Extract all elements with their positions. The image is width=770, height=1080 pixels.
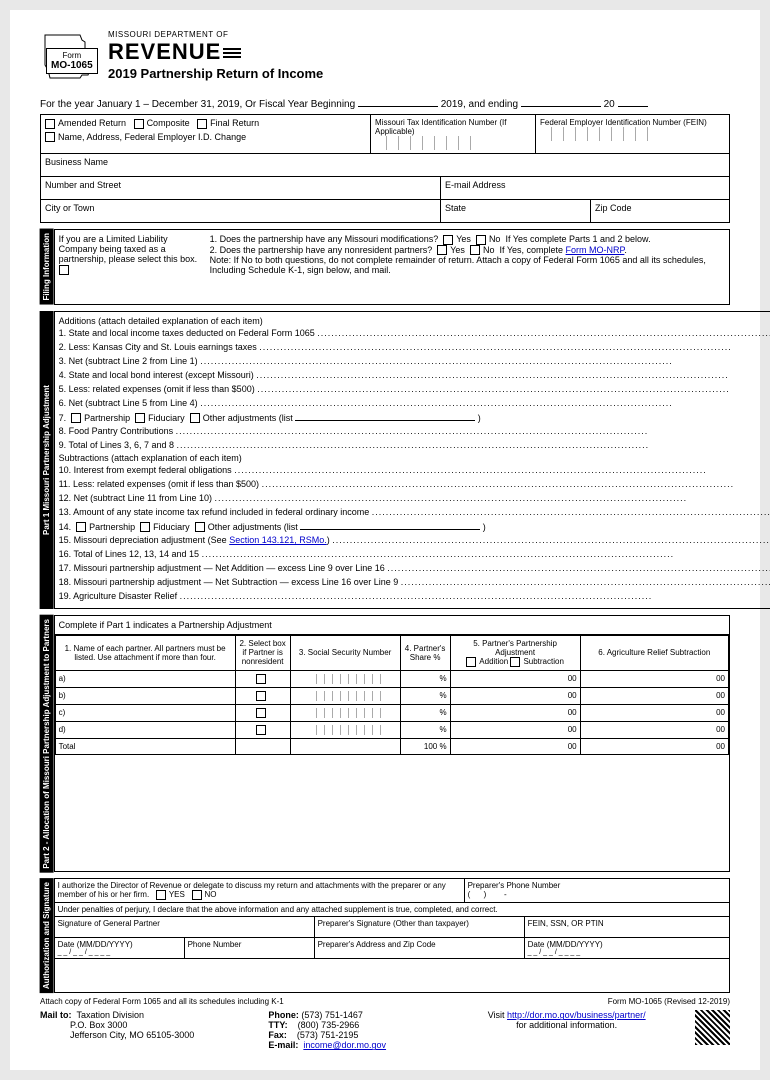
final-checkbox[interactable] bbox=[197, 119, 207, 129]
zip-input[interactable]: Zip Code bbox=[591, 200, 729, 222]
form-code-box: Form MO-1065 bbox=[46, 48, 98, 74]
fy-end-input[interactable] bbox=[521, 97, 601, 107]
sig-prep-input[interactable]: Preparer's Signature (Other than taxpaye… bbox=[315, 917, 525, 937]
partner-row-total: Total100 %0000 bbox=[55, 738, 728, 754]
dept-name: MISSOURI DEPARTMENT OF bbox=[108, 30, 730, 39]
footer: Mail to: Taxation Division P.O. Box 3000… bbox=[40, 1010, 730, 1050]
l7-other-checkbox[interactable] bbox=[190, 413, 200, 423]
mtid-input[interactable] bbox=[375, 136, 531, 150]
partner-row-b: b)%0000 bbox=[55, 687, 728, 704]
prep-phone-input[interactable]: ( ) - bbox=[468, 890, 726, 899]
part2-side-label: Part 2 - Allocation of Missouri Partners… bbox=[40, 615, 54, 873]
tax-form-page: Form MO-1065 MISSOURI DEPARTMENT OF REVE… bbox=[10, 10, 760, 1070]
l7-fiduciary-checkbox[interactable] bbox=[135, 413, 145, 423]
phone-input[interactable]: Phone Number bbox=[185, 938, 315, 958]
fy-begin-input[interactable] bbox=[358, 97, 438, 107]
nr-a-checkbox[interactable] bbox=[256, 674, 266, 684]
ptin-input[interactable]: FEIN, SSN, OR PTIN bbox=[525, 917, 729, 937]
identification-section: Amended Return Composite Final Return Na… bbox=[40, 114, 730, 223]
ssn-a-input[interactable] bbox=[294, 674, 397, 684]
q2-no-checkbox[interactable] bbox=[470, 245, 480, 255]
l14-other-checkbox[interactable] bbox=[195, 522, 205, 532]
ssn-d-input[interactable] bbox=[294, 725, 397, 735]
prep-addr-input[interactable]: Preparer's Address and Zip Code bbox=[315, 938, 525, 958]
rsmo-link[interactable]: Section 143.121, RSMo. bbox=[229, 535, 327, 545]
auth-no-checkbox[interactable] bbox=[192, 890, 202, 900]
ssn-c-input[interactable] bbox=[294, 708, 397, 718]
filing-side-label: Filing Information bbox=[40, 229, 54, 305]
street-input[interactable]: Number and Street bbox=[41, 177, 441, 199]
form-header: Form MO-1065 MISSOURI DEPARTMENT OF REVE… bbox=[40, 30, 730, 85]
nr-b-checkbox[interactable] bbox=[256, 691, 266, 701]
l14-fiduciary-checkbox[interactable] bbox=[140, 522, 150, 532]
date2-input[interactable]: Date (MM/DD/YYYY)_ _ / _ _ / _ _ _ _ bbox=[525, 938, 729, 958]
llc-checkbox[interactable] bbox=[59, 265, 69, 275]
nr-c-checkbox[interactable] bbox=[256, 708, 266, 718]
email-link[interactable]: income@dor.mo.gov bbox=[303, 1040, 386, 1050]
change-checkbox[interactable] bbox=[45, 132, 55, 142]
l7-partnership-checkbox[interactable] bbox=[71, 413, 81, 423]
missouri-outline-icon: Form MO-1065 bbox=[40, 30, 100, 85]
partner-row-c: c)%0000 bbox=[55, 704, 728, 721]
dor-link[interactable]: http://dor.mo.gov/business/partner/ bbox=[507, 1010, 646, 1020]
l14-other-input[interactable] bbox=[300, 520, 480, 530]
nr-d-checkbox[interactable] bbox=[256, 725, 266, 735]
state-input[interactable]: State bbox=[441, 200, 591, 222]
form-word: Form bbox=[51, 51, 93, 60]
partner-row-a: a)%0000 bbox=[55, 670, 728, 687]
auth-yes-checkbox[interactable] bbox=[156, 890, 166, 900]
form-code: MO-1065 bbox=[51, 60, 93, 71]
qr-code-icon bbox=[695, 1010, 730, 1045]
composite-checkbox[interactable] bbox=[134, 119, 144, 129]
title-block: MISSOURI DEPARTMENT OF REVENUE 2019 Part… bbox=[108, 30, 730, 81]
city-input[interactable]: City or Town bbox=[41, 200, 441, 222]
q2-yes-checkbox[interactable] bbox=[437, 245, 447, 255]
ssn-b-input[interactable] bbox=[294, 691, 397, 701]
business-name-input[interactable]: Business Name bbox=[41, 154, 729, 176]
form-title: 2019 Partnership Return of Income bbox=[108, 66, 730, 81]
filing-information-section: Filing Information If you are a Limited … bbox=[40, 229, 730, 305]
subtraction-checkbox[interactable] bbox=[510, 657, 520, 667]
fiscal-year-line: For the year January 1 – December 31, 20… bbox=[40, 97, 730, 110]
sig-gp-input[interactable]: Signature of General Partner bbox=[55, 917, 315, 937]
addition-checkbox[interactable] bbox=[466, 657, 476, 667]
part1-section: Part 1 Missouri Partnership Adjustment A… bbox=[40, 311, 730, 609]
l7-other-input[interactable] bbox=[295, 411, 475, 421]
email-input[interactable]: E-mail Address bbox=[441, 177, 729, 199]
date1-input[interactable]: Date (MM/DD/YYYY)_ _ / _ _ / _ _ _ _ bbox=[55, 938, 185, 958]
mo-nrp-link[interactable]: Form MO-NRP bbox=[566, 245, 625, 255]
authorization-section: Authorization and Signature I authorize … bbox=[40, 878, 730, 993]
part2-section: Part 2 - Allocation of Missouri Partners… bbox=[40, 615, 730, 873]
q1-yes-checkbox[interactable] bbox=[443, 235, 453, 245]
auth-side-label: Authorization and Signature bbox=[40, 878, 54, 993]
fy-year-input[interactable] bbox=[618, 97, 648, 107]
part2-header: Complete if Part 1 indicates a Partnersh… bbox=[55, 616, 729, 635]
part2-table: 1. Name of each partner. All partners mu… bbox=[55, 635, 729, 755]
partner-row-d: d)%0000 bbox=[55, 721, 728, 738]
revenue-logo: REVENUE bbox=[108, 39, 730, 66]
fein-input[interactable] bbox=[540, 127, 725, 141]
amended-checkbox[interactable] bbox=[45, 119, 55, 129]
l14-partnership-checkbox[interactable] bbox=[76, 522, 86, 532]
q1-no-checkbox[interactable] bbox=[476, 235, 486, 245]
part1-side-label: Part 1 Missouri Partnership Adjustment bbox=[40, 311, 54, 609]
